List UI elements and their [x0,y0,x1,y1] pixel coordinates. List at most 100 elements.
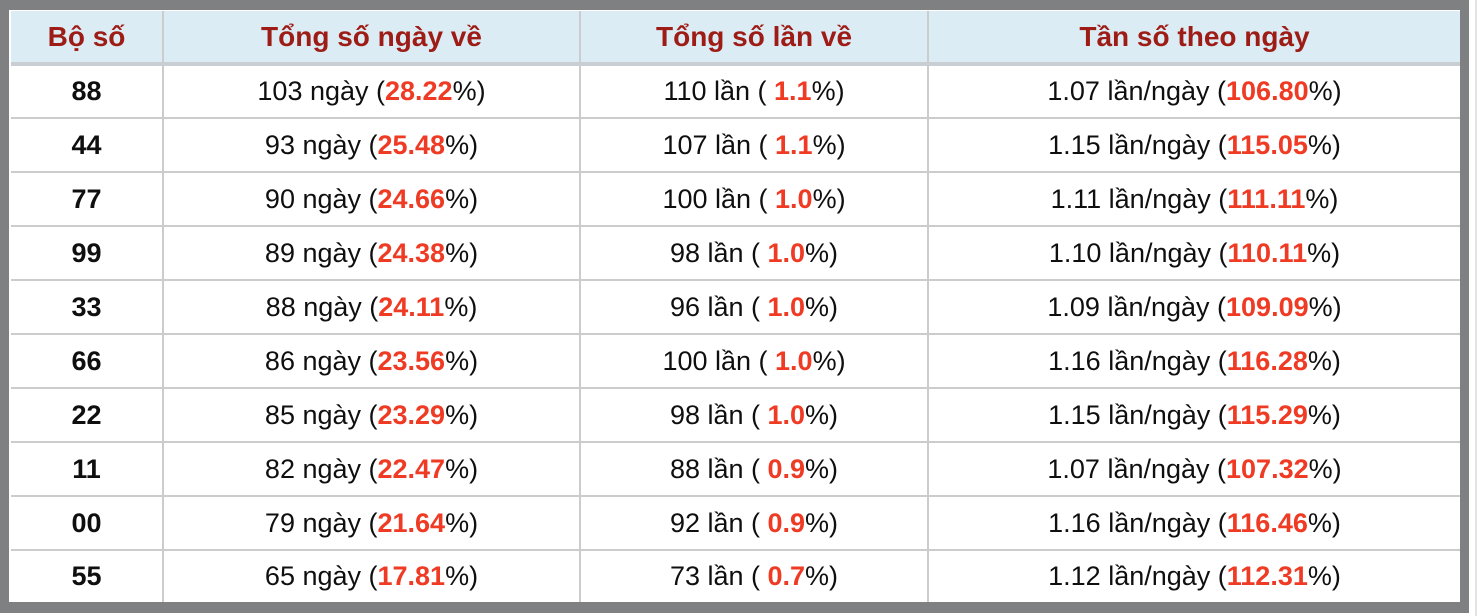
pair-cell: 66 [11,334,164,389]
freq-cell: 1.07 lần/ngày (106.80%) [928,64,1460,119]
days-percent: 24.38 [377,237,446,268]
times-suffix: %) [805,399,839,430]
table-row: 44 93 ngày (25.48%) 107 lần ( 1.1%) 1.15… [11,118,1460,173]
times-percent: 0.9 [767,453,806,484]
days-text: 86 ngày ( [264,345,378,376]
times-percent: 0.7 [767,561,806,591]
times-suffix: %) [805,507,839,538]
table-body: 88 103 ngày (28.22%) 110 lần ( 1.1%) 1.0… [11,64,1460,602]
times-suffix: %) [812,345,846,376]
days-suffix: %) [445,237,479,268]
days-suffix: %) [445,561,479,591]
days-percent: 23.56 [377,345,446,376]
times-percent: 1.0 [775,183,813,214]
times-suffix: %) [805,561,839,591]
days-cell: 79 ngày (21.64%) [163,496,581,551]
times-suffix: %) [811,76,845,106]
table-row: 00 79 ngày (21.64%) 92 lần ( 0.9%) 1.16 … [11,496,1460,551]
freq-percent: 111.11 [1227,183,1306,214]
freq-text: 1.16 lần/ngày ( [1048,345,1227,376]
freq-cell: 1.16 lần/ngày (116.28%) [928,334,1460,389]
freq-text: 1.07 lần/ngày ( [1047,76,1227,106]
days-cell: 90 ngày (24.66%) [163,172,581,227]
freq-cell: 1.15 lần/ngày (115.29%) [928,388,1460,443]
days-percent: 24.11 [378,291,445,322]
days-cell: 93 ngày (25.48%) [163,118,581,173]
table-header: Bộ số Tổng số ngày về Tổng số lần về Tần… [11,11,1460,66]
days-suffix: %) [445,453,479,484]
table-row: 66 86 ngày (23.56%) 100 lần ( 1.0%) 1.16… [11,334,1460,389]
days-percent: 25.48 [377,129,446,160]
freq-percent: 115.29 [1226,399,1308,430]
days-suffix: %) [445,345,479,376]
freq-suffix: %) [1307,561,1341,591]
table-row: 99 89 ngày (24.38%) 98 lần ( 1.0%) 1.10 … [11,226,1460,281]
freq-percent: 116.46 [1226,507,1308,538]
column-header-freq: Tần số theo ngày [928,11,1460,66]
freq-text: 1.11 lần/ngày ( [1050,183,1228,214]
times-cell: 107 lần ( 1.1%) [580,118,929,173]
freq-cell: 1.07 lần/ngày (107.32%) [928,442,1460,497]
freq-cell: 1.10 lần/ngày (110.11%) [928,226,1460,281]
pair-cell: 55 [11,550,164,602]
table-row: 22 85 ngày (23.29%) 98 lần ( 1.0%) 1.15 … [11,388,1460,443]
times-percent: 1.1 [775,129,813,160]
column-header-times: Tổng số lần về [580,11,929,66]
pair-cell: 33 [11,280,164,335]
days-cell: 103 ngày (28.22%) [163,64,581,119]
pair-cell: 99 [11,226,164,281]
times-cell: 73 lần ( 0.7%) [580,550,929,602]
times-cell: 98 lần ( 1.0%) [580,226,929,281]
freq-cell: 1.15 lần/ngày (115.05%) [928,118,1460,173]
days-percent: 28.22 [385,76,453,106]
freq-cell: 1.16 lần/ngày (116.46%) [928,496,1460,551]
pair-cell: 77 [11,172,164,227]
times-suffix: %) [805,453,839,484]
days-percent: 23.29 [377,399,446,430]
days-text: 88 ngày ( [265,291,379,322]
times-cell: 98 lần ( 1.0%) [580,388,929,443]
freq-cell: 1.11 lần/ngày (111.11%) [928,172,1460,227]
days-cell: 86 ngày (23.56%) [163,334,581,389]
times-suffix: %) [812,183,846,214]
days-percent: 24.66 [377,183,446,214]
times-text: 73 lần ( [669,561,768,591]
times-cell: 96 lần ( 1.0%) [580,280,929,335]
header-row: Bộ số Tổng số ngày về Tổng số lần về Tần… [11,11,1460,66]
times-suffix: %) [812,129,846,160]
table-row: 77 90 ngày (24.66%) 100 lần ( 1.0%) 1.11… [11,172,1460,227]
freq-text: 1.09 lần/ngày ( [1047,291,1227,322]
times-text: 96 lần ( [669,291,768,322]
freq-percent: 115.05 [1226,129,1308,160]
days-suffix: %) [452,76,486,106]
freq-suffix: %) [1307,237,1341,268]
table-row: 33 88 ngày (24.11%) 96 lần ( 1.0%) 1.09 … [11,280,1460,335]
table-row: 55 65 ngày (17.81%) 73 lần ( 0.7%) 1.12 … [11,550,1460,602]
column-header-pair: Bộ số [11,11,164,66]
freq-percent: 107.32 [1226,453,1309,484]
days-cell: 88 ngày (24.11%) [163,280,581,335]
freq-suffix: %) [1308,453,1342,484]
freq-suffix: %) [1307,129,1341,160]
lottery-pair-stats-table: Bộ số Tổng số ngày về Tổng số lần về Tần… [11,11,1460,602]
freq-percent: 110.11 [1227,237,1308,268]
freq-text: 1.07 lần/ngày ( [1047,453,1227,484]
times-cell: 100 lần ( 1.0%) [580,172,929,227]
days-cell: 65 ngày (17.81%) [163,550,581,602]
freq-text: 1.10 lần/ngày ( [1048,237,1228,268]
times-percent: 1.0 [767,237,806,268]
freq-text: 1.15 lần/ngày ( [1048,129,1227,160]
days-percent: 21.64 [377,507,446,538]
times-percent: 1.0 [767,291,806,322]
days-text: 90 ngày ( [264,183,378,214]
times-cell: 92 lần ( 0.9%) [580,496,929,551]
days-text: 93 ngày ( [264,129,378,160]
times-percent: 1.0 [775,345,813,376]
days-cell: 89 ngày (24.38%) [163,226,581,281]
days-suffix: %) [445,129,479,160]
days-suffix: %) [444,291,478,322]
times-text: 98 lần ( [669,237,768,268]
days-text: 79 ngày ( [264,507,378,538]
